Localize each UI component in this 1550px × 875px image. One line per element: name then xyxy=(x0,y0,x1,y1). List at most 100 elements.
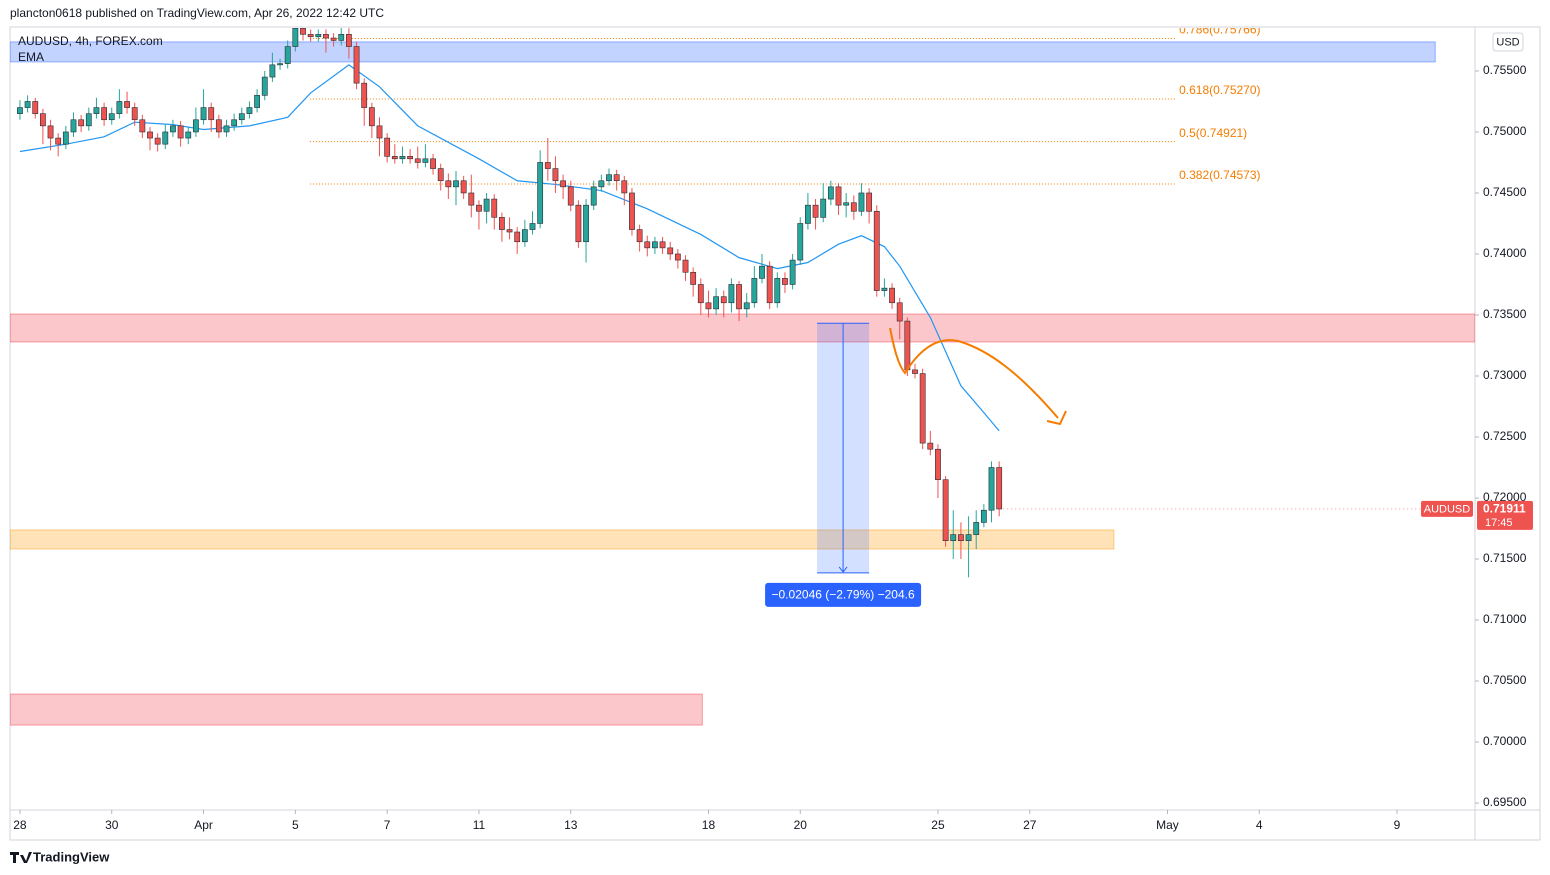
candle-body xyxy=(139,119,146,133)
x-tick-label: 18 xyxy=(702,818,716,832)
candle-body xyxy=(881,287,888,291)
candle-body xyxy=(491,198,498,218)
y-tick-label: 0.69500 xyxy=(1483,795,1527,809)
axes: 0.69500 0.70000 0.70500 0.71000 0.71500 0.720… xyxy=(13,63,1533,832)
candle-body xyxy=(170,125,176,133)
candle-body xyxy=(659,241,666,249)
brand: TradingView xyxy=(10,849,110,864)
candle-body xyxy=(124,101,130,108)
y-tick-label: 0.73500 xyxy=(1483,307,1527,321)
candle-body xyxy=(330,37,337,41)
fib-label: 0.786(0.75766) xyxy=(1179,23,1260,37)
candle-body xyxy=(162,131,169,145)
fib-levels: 0.786(0.75766) 0.618(0.75270) 0.5(0.74921)… xyxy=(309,23,1261,185)
x-tick-label: 20 xyxy=(794,818,808,832)
candle-body xyxy=(93,107,100,114)
candle-body xyxy=(889,287,895,304)
currency-label: USD xyxy=(1496,36,1519,48)
candle-body xyxy=(812,204,819,218)
candle-body xyxy=(85,113,92,127)
candle-body xyxy=(154,137,161,145)
candle-body xyxy=(17,107,23,114)
candle-body xyxy=(927,442,934,450)
candle-body xyxy=(62,131,69,145)
x-tick-label: 28 xyxy=(13,818,27,832)
candle-body xyxy=(453,180,459,188)
candle-body xyxy=(445,180,452,188)
candle-body xyxy=(223,125,230,133)
countdown-tag: 17:45 xyxy=(1485,517,1513,529)
candle-body xyxy=(185,131,192,139)
candle-body xyxy=(269,64,276,78)
candle-body xyxy=(904,320,911,371)
x-tick-label: 5 xyxy=(292,818,299,832)
candle-body xyxy=(713,296,720,310)
measure-tool: −0.02046 (−2.79%) −204.6 xyxy=(765,322,922,607)
candle-body xyxy=(598,180,605,188)
y-tick-label: 0.73000 xyxy=(1483,368,1527,382)
candle-body xyxy=(613,174,620,182)
candle-body xyxy=(284,46,291,64)
x-tick-label: 9 xyxy=(1394,818,1401,832)
candle-body xyxy=(827,186,834,200)
plot xyxy=(17,28,1003,578)
x-tick-label: May xyxy=(1156,818,1179,832)
zone xyxy=(10,41,1436,63)
candle-body xyxy=(70,119,77,133)
symbol-title: AUDUSD, 4h, FOREX.com xyxy=(18,34,163,48)
x-tick-label: 27 xyxy=(1023,818,1037,832)
candle-body xyxy=(177,125,184,139)
candle-body xyxy=(980,509,987,523)
y-tick-label: 0.72000 xyxy=(1483,490,1527,504)
candle-body xyxy=(896,302,903,322)
candle-body xyxy=(116,101,123,114)
candle-body xyxy=(583,204,589,243)
x-tick-label: 7 xyxy=(384,818,391,832)
zones xyxy=(10,41,1475,726)
candle-body xyxy=(820,198,827,218)
candle-body xyxy=(629,192,635,230)
projection-drawing xyxy=(889,327,1067,426)
candle-body xyxy=(797,223,804,261)
candle-body xyxy=(919,373,926,444)
candle-body xyxy=(866,192,873,212)
candle-body xyxy=(346,34,352,47)
candle-body xyxy=(988,467,995,511)
candle-body xyxy=(575,204,582,243)
candle-body xyxy=(108,113,115,121)
candle-body xyxy=(277,63,283,66)
candle-body xyxy=(552,168,559,182)
currency-badge xyxy=(1492,32,1524,52)
candle-body xyxy=(476,204,482,212)
measure-label-bg xyxy=(765,582,922,607)
candle-body xyxy=(529,223,536,230)
brand-name: TradingView xyxy=(33,849,110,864)
candle-body xyxy=(292,28,299,47)
indicator-name: EMA xyxy=(18,50,44,64)
x-tick-label: 25 xyxy=(931,818,945,832)
candle-body xyxy=(483,198,490,212)
candle-body xyxy=(315,34,322,38)
candle-body xyxy=(843,202,850,206)
zone xyxy=(10,313,1475,343)
candle-body xyxy=(736,284,742,310)
publish-header: plancton0618 published on TradingView.co… xyxy=(10,6,384,20)
candle-body xyxy=(460,180,467,194)
candle-body xyxy=(751,278,758,304)
zone xyxy=(10,529,1115,550)
symbol-tag: AUDUSD xyxy=(1424,503,1471,515)
candle-body xyxy=(636,229,643,243)
candle-body xyxy=(200,107,207,121)
price-tag-bg xyxy=(1477,500,1533,530)
candle-body xyxy=(101,107,107,121)
candle-body xyxy=(376,125,383,139)
measure-label: −0.02046 (−2.79%) −204.6 xyxy=(772,588,915,602)
y-tick-label: 0.74000 xyxy=(1483,246,1527,260)
price-tag: 0.71911 xyxy=(1483,502,1526,516)
candle-body xyxy=(338,34,345,41)
symbol-tag-bg xyxy=(1421,500,1473,517)
candle-body xyxy=(238,113,245,121)
candle-body xyxy=(430,158,436,169)
candle-body xyxy=(537,162,544,224)
